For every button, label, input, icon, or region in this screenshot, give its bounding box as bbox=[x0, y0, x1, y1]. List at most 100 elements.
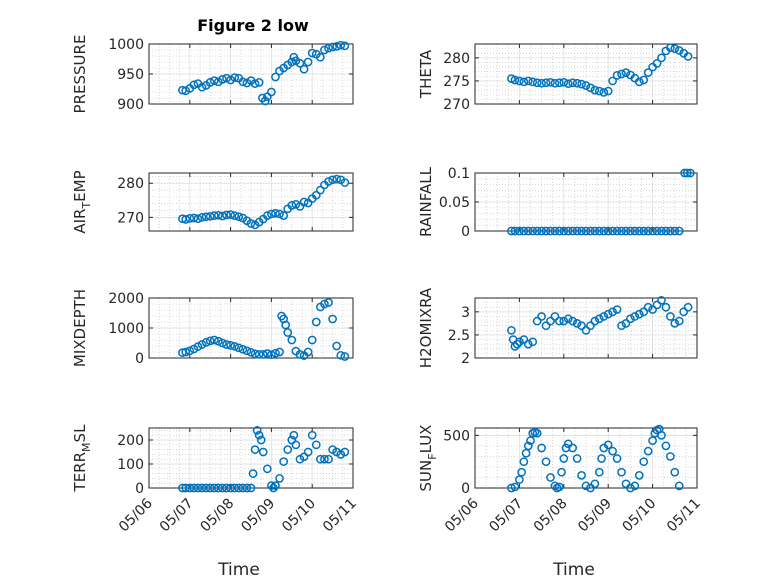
data-point bbox=[271, 348, 280, 358]
data-point bbox=[340, 41, 350, 51]
data-point bbox=[254, 78, 264, 87]
data-point bbox=[666, 312, 675, 321]
ytick-label: 280 bbox=[443, 51, 470, 67]
data-point bbox=[643, 302, 653, 312]
data-point bbox=[209, 211, 219, 220]
data-point bbox=[634, 226, 644, 236]
data-point bbox=[577, 79, 586, 89]
xtick-label: 05/08 bbox=[198, 496, 238, 536]
ytick-label: 2 bbox=[461, 351, 470, 367]
data-point bbox=[197, 82, 207, 92]
data-point bbox=[507, 325, 516, 335]
ytick-label: 500 bbox=[443, 428, 470, 444]
data-point bbox=[295, 58, 305, 68]
data-point bbox=[201, 338, 211, 347]
ytick-label: 0 bbox=[461, 481, 470, 497]
data-point bbox=[559, 77, 569, 87]
data-point bbox=[621, 226, 631, 236]
data-point bbox=[639, 307, 649, 317]
data-point bbox=[185, 214, 195, 223]
data-point bbox=[260, 96, 270, 106]
data-point bbox=[320, 454, 329, 464]
ylabel: MIXDEPTH bbox=[71, 289, 89, 367]
data-point bbox=[550, 312, 560, 321]
data-point bbox=[666, 452, 675, 461]
data-point bbox=[262, 211, 272, 220]
data-point bbox=[608, 76, 617, 86]
ytick-label: 2.5 bbox=[448, 328, 470, 344]
figure-title: Figure 2 low bbox=[197, 16, 309, 35]
data-point bbox=[258, 447, 268, 457]
data-point bbox=[537, 312, 546, 321]
data-point bbox=[267, 481, 276, 490]
data-point bbox=[238, 77, 248, 87]
xtick-label: 05/09 bbox=[575, 496, 615, 536]
data-point bbox=[683, 52, 693, 61]
data-point bbox=[222, 210, 231, 220]
data-point bbox=[603, 86, 613, 96]
axes-box bbox=[474, 427, 698, 489]
data-point bbox=[537, 226, 546, 236]
data-point bbox=[299, 64, 309, 74]
data-point bbox=[555, 226, 564, 236]
data-point bbox=[320, 299, 329, 309]
data-point bbox=[275, 209, 284, 219]
data-point bbox=[271, 481, 280, 490]
data-point bbox=[248, 469, 258, 478]
data-point bbox=[674, 226, 684, 236]
ytick-label: 0 bbox=[135, 481, 144, 497]
data-point bbox=[682, 168, 692, 178]
data-point bbox=[189, 213, 199, 223]
data-point bbox=[267, 350, 276, 360]
data-point bbox=[519, 77, 529, 87]
data-point bbox=[626, 314, 635, 324]
data-point bbox=[559, 226, 569, 236]
data-point bbox=[201, 483, 211, 493]
data-point bbox=[209, 335, 219, 345]
data-point bbox=[532, 428, 542, 438]
data-point bbox=[597, 454, 606, 463]
data-point bbox=[612, 305, 622, 314]
data-point bbox=[541, 226, 551, 236]
subplot-3: 270 280 AIRTEMP bbox=[71, 170, 354, 234]
data-point bbox=[572, 78, 582, 88]
data-point bbox=[546, 226, 555, 236]
axes-box bbox=[474, 297, 698, 359]
data-point bbox=[246, 219, 256, 228]
data-point bbox=[519, 226, 529, 236]
data-point bbox=[626, 483, 635, 493]
data-point bbox=[507, 483, 516, 493]
data-point bbox=[291, 200, 301, 209]
data-point bbox=[205, 336, 215, 346]
data-point bbox=[643, 226, 653, 236]
data-point bbox=[283, 445, 293, 454]
data-point bbox=[612, 454, 622, 463]
data-point bbox=[340, 447, 350, 457]
data-point bbox=[528, 337, 538, 347]
data-point bbox=[267, 87, 276, 97]
data-point bbox=[181, 215, 191, 224]
data-point bbox=[590, 316, 600, 326]
data-point bbox=[267, 209, 276, 219]
data-point bbox=[563, 314, 573, 324]
data-point bbox=[546, 316, 555, 326]
data-point bbox=[181, 347, 191, 357]
data-point bbox=[226, 483, 235, 493]
data-point bbox=[324, 43, 333, 53]
data-point bbox=[230, 483, 240, 493]
data-point bbox=[577, 321, 586, 331]
data-point bbox=[621, 479, 631, 489]
data-point bbox=[546, 473, 555, 482]
data-point bbox=[510, 482, 520, 492]
data-point bbox=[617, 226, 626, 236]
data-point bbox=[594, 86, 604, 96]
data-point bbox=[674, 46, 684, 55]
xtick-label: 05/07 bbox=[486, 496, 526, 536]
axes-box bbox=[148, 172, 354, 232]
data-point bbox=[523, 226, 533, 236]
subplot-5: 0 1000 2000 MIXDEPTH bbox=[71, 289, 354, 367]
data-point bbox=[603, 226, 613, 236]
data-point bbox=[550, 78, 560, 88]
data-point bbox=[519, 335, 529, 344]
data-point bbox=[577, 471, 586, 480]
